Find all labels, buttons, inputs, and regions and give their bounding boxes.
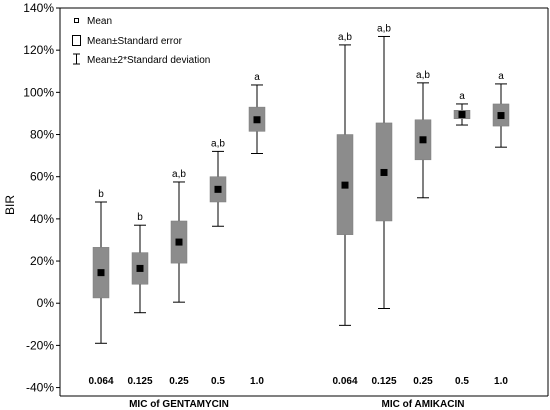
group-title: MIC of GENTAMYCIN [129, 399, 229, 410]
chart-axes [59, 7, 549, 397]
y-axis-ticks: -40% -20% 0% 20% 40% 60% 80% 100% 120% 140% [23, 1, 60, 395]
category-label: 0.064 [332, 376, 357, 387]
category-label: 0.25 [413, 376, 433, 387]
mean-marker [175, 238, 183, 246]
legend-se-label: Mean±Standard error [87, 36, 183, 47]
mean-marker [380, 168, 388, 176]
mean-marker [419, 136, 427, 144]
y-tick-label: 80% [30, 128, 54, 142]
y-tick-label: -40% [26, 381, 54, 395]
category-label: 0.25 [169, 376, 189, 387]
mean-marker [497, 112, 505, 120]
category-label: 0.125 [371, 376, 396, 387]
mean-marker [214, 185, 222, 193]
y-axis-title: BIR [3, 195, 17, 215]
category-label: 1.0 [494, 376, 508, 387]
category-label: 0.125 [127, 376, 152, 387]
significance-label: a [254, 72, 260, 83]
legend-mean-marker [74, 18, 79, 23]
mean-marker [136, 264, 144, 272]
legend-mean-label: Mean [87, 16, 112, 27]
mean-marker [97, 269, 105, 277]
significance-label: b [137, 212, 143, 223]
significance-label: a,b [211, 138, 225, 149]
significance-label: a,b [338, 32, 352, 43]
category-label: 1.0 [250, 376, 264, 387]
significance-label: a [459, 91, 465, 102]
mean-marker [458, 110, 466, 118]
mean-marker [341, 181, 349, 189]
legend-se-marker [72, 35, 81, 46]
y-tick-label: 0% [37, 296, 55, 310]
category-label: 0.5 [211, 376, 225, 387]
group-title: MIC of AMIKACIN [382, 399, 465, 410]
y-tick-label: 140% [23, 1, 54, 15]
significance-label: a,b [377, 23, 391, 34]
y-tick-label: -20% [26, 338, 54, 352]
mean-marker [253, 116, 261, 124]
legend: Mean Mean±Standard error Mean±2*Standard… [72, 16, 210, 66]
y-tick-label: 40% [30, 212, 54, 226]
y-tick-label: 120% [23, 43, 54, 57]
significance-label: a,b [416, 70, 430, 81]
y-tick-label: 20% [30, 254, 54, 268]
significance-label: a,b [172, 169, 186, 180]
y-tick-label: 100% [23, 85, 54, 99]
category-labels: b 0.064 b 0.125 a,b 0.25 a,b 0.5 a 1.0 MIC of GENT… [88, 23, 508, 410]
legend-sd-label: Mean±2*Standard deviation [87, 55, 210, 66]
y-tick-label: 60% [30, 170, 54, 184]
significance-label: b [98, 189, 104, 200]
category-label: 0.5 [455, 376, 469, 387]
significance-label: a [498, 71, 504, 82]
category-label: 0.064 [88, 376, 113, 387]
box-series [92, 35, 510, 344]
